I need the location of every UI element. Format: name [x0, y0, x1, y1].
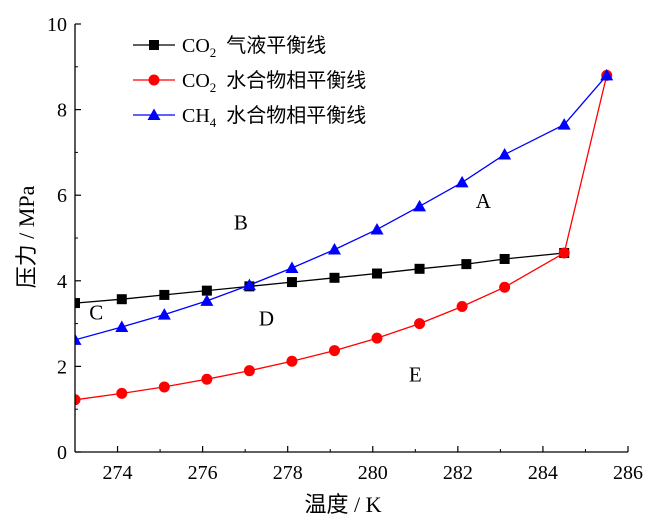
legend-label-0: CO2 气液平衡线 [182, 34, 326, 60]
series-group [75, 68, 614, 406]
data-point-2-11 [557, 118, 571, 130]
region-label-c: C [89, 300, 103, 324]
data-point-0-2 [159, 289, 170, 300]
data-point-1-4 [243, 365, 255, 377]
y-tick-label-4: 8 [57, 100, 67, 122]
region-label-e: E [409, 362, 422, 386]
data-point-1-2 [158, 381, 170, 393]
data-point-0-0 [75, 298, 80, 309]
y-tick-label-5: 10 [47, 14, 67, 36]
x-tick-label-4: 282 [443, 462, 473, 484]
data-point-2-7 [370, 222, 384, 235]
data-point-0-10 [499, 253, 510, 264]
y-tick-label-2: 4 [57, 271, 67, 293]
data-point-2-3 [200, 294, 214, 306]
y-tick-label-1: 2 [57, 356, 67, 378]
data-point-0-8 [414, 263, 425, 274]
data-point-1-3 [201, 373, 213, 385]
x-tick-label-6: 286 [613, 462, 643, 484]
data-point-0-5 [286, 277, 297, 288]
data-point-2-9 [455, 175, 469, 188]
data-point-1-7 [371, 332, 383, 344]
data-point-2-8 [413, 199, 427, 212]
data-point-2-4 [242, 278, 256, 291]
y-tick-label-0: 0 [57, 442, 67, 464]
region-label-d: D [259, 307, 274, 331]
axes: 274 276 278 280 282 284 286 0 2 4 6 8 10 [47, 14, 643, 484]
region-label-b: B [234, 210, 248, 234]
y-tick-label-3: 6 [57, 185, 67, 207]
data-point-0-9 [461, 259, 472, 270]
data-point-0-7 [372, 268, 383, 279]
x-tick-label-0: 274 [103, 462, 133, 484]
data-point-1-1 [116, 387, 128, 399]
region-label-a: A [476, 189, 492, 213]
legend: CO2 气液平衡线 CO2 水合物相平衡线 CH4 水合物相平衡线 [133, 34, 366, 130]
x-tick-label-5: 284 [528, 462, 558, 484]
x-tick-label-1: 276 [188, 462, 218, 484]
data-point-1-11 [558, 247, 570, 259]
legend-marker-2 [147, 108, 161, 120]
data-point-2-1 [115, 320, 129, 333]
x-tick-label-3: 280 [358, 462, 388, 484]
data-point-1-9 [456, 300, 468, 312]
data-point-1-5 [286, 355, 298, 367]
data-point-1-6 [328, 345, 340, 357]
data-point-2-10 [498, 148, 512, 160]
data-point-1-10 [499, 281, 511, 293]
x-axis-title: 温度 / K [304, 492, 381, 517]
data-point-0-1 [116, 294, 127, 305]
legend-marker-0 [149, 40, 159, 50]
data-point-2-12 [600, 68, 614, 81]
data-point-2-2 [157, 308, 171, 320]
data-point-0-6 [329, 272, 340, 283]
data-point-2-5 [285, 261, 299, 273]
data-point-1-8 [414, 318, 426, 330]
legend-label-1: CO2 水合物相平衡线 [182, 69, 366, 95]
x-tick-label-2: 278 [273, 462, 303, 484]
y-axis-title: 压力 / MPa [14, 185, 39, 288]
data-point-1-0 [75, 394, 81, 406]
plot-area: A B C D E [75, 68, 614, 406]
data-point-2-6 [327, 243, 341, 255]
legend-marker-1 [148, 74, 160, 86]
series-line-0 [75, 252, 565, 304]
legend-label-2: CH4 水合物相平衡线 [182, 104, 366, 130]
data-point-2-0 [75, 333, 82, 345]
data-point-0-3 [201, 285, 212, 296]
